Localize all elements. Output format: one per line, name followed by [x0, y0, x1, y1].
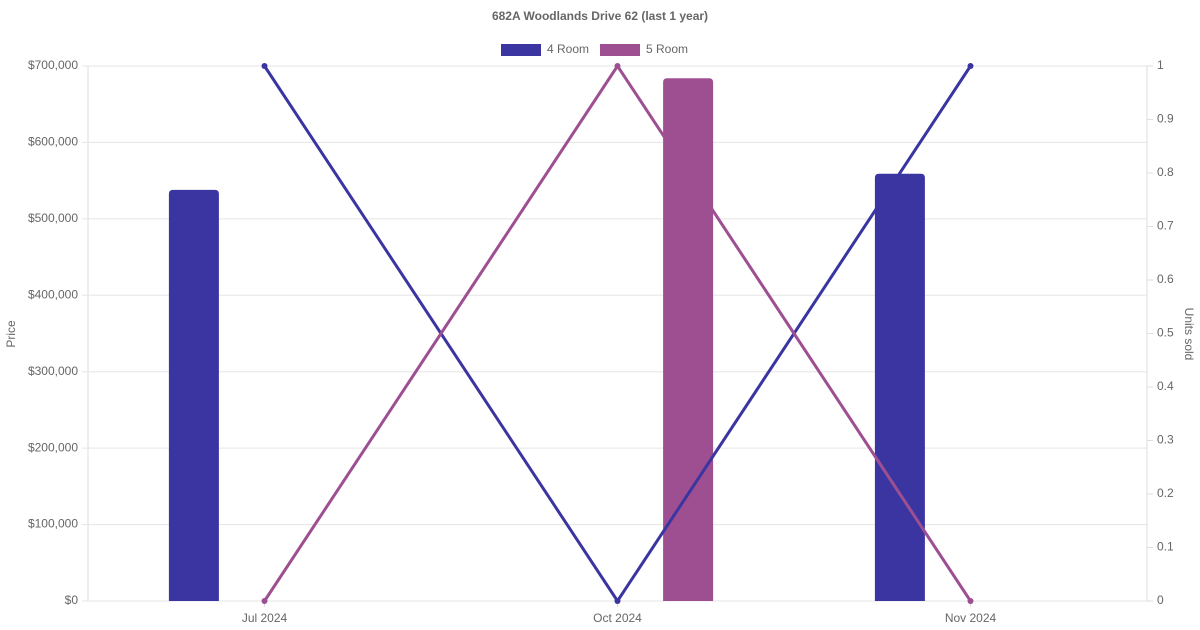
y2-tick-label: 0 — [1157, 593, 1164, 607]
line-point — [614, 598, 621, 604]
y2-tick-label: 0.8 — [1157, 165, 1174, 179]
line-point — [261, 598, 268, 604]
line-point — [967, 63, 974, 69]
y2-tick-label: 0.9 — [1157, 112, 1174, 126]
y-tick-label: $200,000 — [28, 440, 78, 454]
y2-tick-label: 1 — [1157, 58, 1164, 72]
y2-tick-label: 0.4 — [1157, 379, 1174, 393]
y-tick-label: $700,000 — [28, 58, 78, 72]
legend-label: 5 Room — [646, 42, 688, 56]
bar — [874, 173, 925, 601]
x-tick-label: Oct 2024 — [593, 611, 642, 625]
line — [263, 63, 972, 602]
y2-tick-label: 0.2 — [1157, 486, 1174, 500]
legend-swatch — [600, 44, 640, 56]
y-tick-label: $100,000 — [28, 517, 78, 531]
y2-tick-label: 0.5 — [1157, 326, 1174, 340]
x-tick-label: Nov 2024 — [945, 611, 997, 625]
y2-tick-label: 0.3 — [1157, 433, 1174, 447]
chart-title: 682A Woodlands Drive 62 (last 1 year) — [492, 9, 708, 23]
y2-axis-label: Units sold — [1182, 308, 1196, 361]
y-tick-label: $0 — [65, 593, 79, 607]
y-tick-label: $300,000 — [28, 364, 78, 378]
line-point — [967, 598, 974, 604]
bar — [168, 189, 219, 602]
bar — [663, 78, 714, 601]
y-tick-label: $500,000 — [28, 211, 78, 225]
y2-tick-label: 0.1 — [1157, 540, 1174, 554]
x-tick-label: Jul 2024 — [242, 611, 288, 625]
line — [263, 65, 972, 604]
line-point — [614, 63, 621, 69]
y-tick-label: $400,000 — [28, 287, 78, 301]
legend-swatch — [501, 44, 541, 56]
y-axis-label: Price — [4, 320, 18, 348]
y2-tick-label: 0.7 — [1157, 219, 1174, 233]
legend-label: 4 Room — [547, 42, 589, 56]
y2-tick-label: 0.6 — [1157, 272, 1174, 286]
y-tick-label: $600,000 — [28, 135, 78, 149]
line-point — [261, 63, 268, 69]
